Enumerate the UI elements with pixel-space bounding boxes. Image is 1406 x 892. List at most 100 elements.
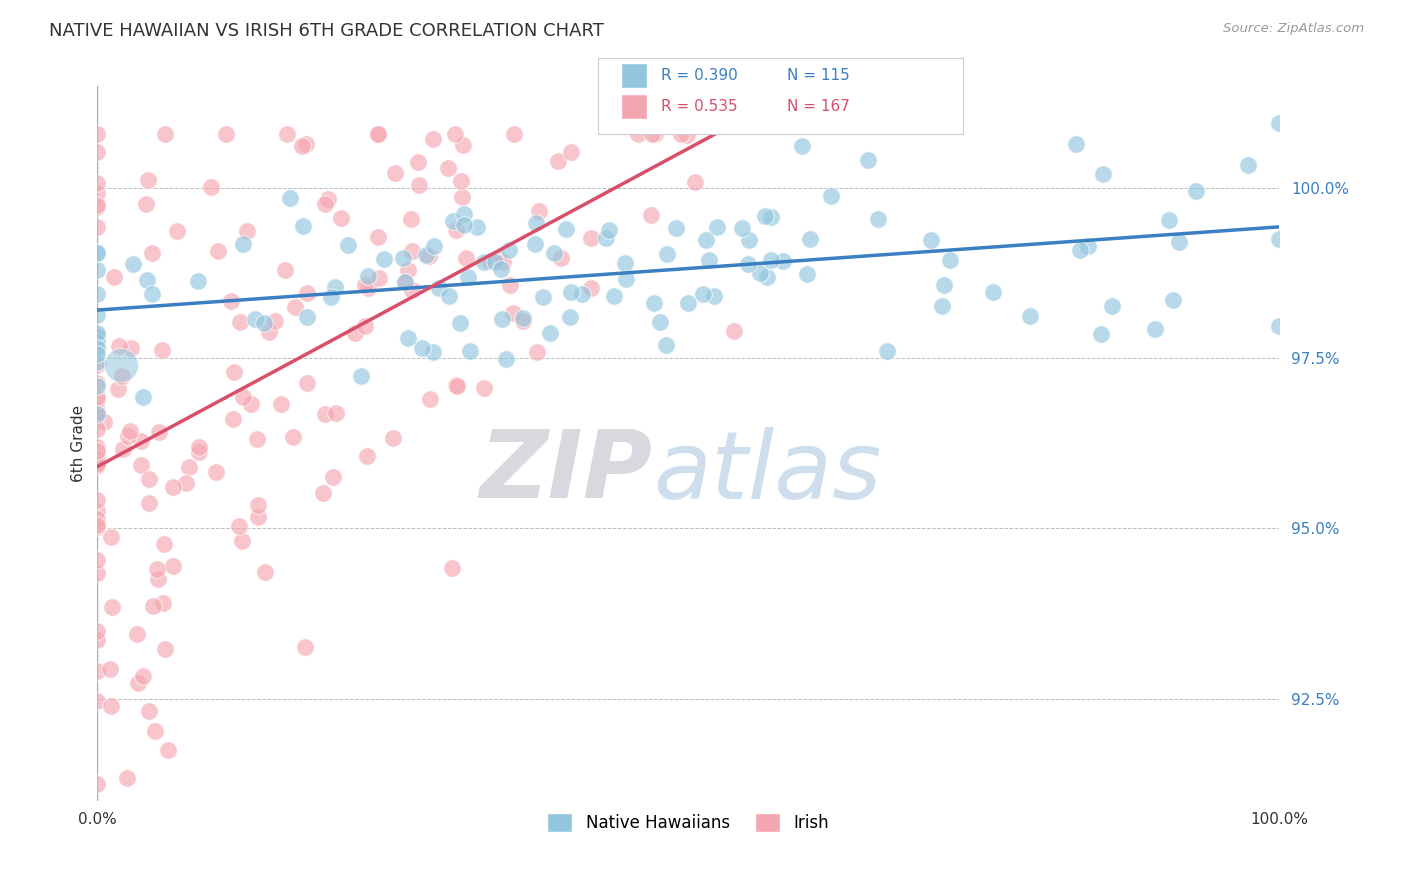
Irish: [224, 365, 246, 379]
Native Hawaiians: [135, 273, 157, 287]
Native Hawaiians: [453, 207, 475, 221]
Irish: [368, 271, 391, 285]
Irish: [231, 534, 253, 549]
Irish: [131, 458, 153, 472]
Irish: [129, 434, 152, 448]
Native Hawaiians: [1091, 167, 1114, 181]
Irish: [86, 443, 108, 458]
Native Hawaiians: [558, 310, 581, 324]
Irish: [153, 127, 176, 141]
Native Hawaiians: [876, 344, 898, 359]
Irish: [246, 510, 269, 524]
Irish: [311, 486, 333, 500]
Native Hawaiians: [86, 246, 108, 260]
Irish: [86, 340, 108, 354]
Native Hawaiians: [86, 263, 108, 277]
Native Hawaiians: [1064, 136, 1087, 151]
Native Hawaiians: [772, 253, 794, 268]
Irish: [111, 442, 134, 456]
Native Hawaiians: [920, 233, 942, 247]
Irish: [316, 192, 339, 206]
Native Hawaiians: [349, 368, 371, 383]
Irish: [384, 166, 406, 180]
Irish: [86, 504, 108, 518]
Native Hawaiians: [86, 330, 108, 344]
Irish: [276, 127, 298, 141]
Irish: [86, 451, 108, 466]
Irish: [283, 430, 305, 444]
Irish: [441, 561, 464, 575]
Irish: [401, 283, 423, 297]
Irish: [491, 254, 513, 268]
Irish: [367, 127, 389, 141]
Irish: [200, 179, 222, 194]
Irish: [502, 127, 524, 141]
Irish: [683, 175, 706, 189]
Native Hawaiians: [243, 311, 266, 326]
Irish: [446, 379, 468, 393]
Irish: [86, 197, 108, 211]
Native Hawaiians: [571, 286, 593, 301]
Irish: [93, 416, 115, 430]
Legend: Native Hawaiians, Irish: Native Hawaiians, Irish: [541, 806, 835, 838]
Irish: [641, 127, 664, 141]
Irish: [120, 424, 142, 438]
Irish: [444, 223, 467, 237]
Irish: [274, 263, 297, 277]
Native Hawaiians: [598, 223, 620, 237]
Native Hawaiians: [554, 221, 576, 235]
Native Hawaiians: [796, 268, 818, 282]
Irish: [86, 566, 108, 581]
Native Hawaiians: [437, 289, 460, 303]
Irish: [343, 326, 366, 340]
Irish: [325, 406, 347, 420]
Native Hawaiians: [394, 275, 416, 289]
Irish: [86, 403, 108, 417]
Native Hawaiians: [132, 390, 155, 404]
Native Hawaiians: [759, 253, 782, 268]
Irish: [108, 339, 131, 353]
Irish: [354, 277, 377, 292]
Native Hawaiians: [731, 221, 754, 235]
Native Hawaiians: [86, 407, 108, 421]
Irish: [669, 127, 692, 141]
Native Hawaiians: [232, 237, 254, 252]
Irish: [135, 197, 157, 211]
Irish: [644, 127, 666, 141]
Irish: [86, 665, 108, 679]
Native Hawaiians: [654, 337, 676, 351]
Text: NATIVE HAWAIIAN VS IRISH 6TH GRADE CORRELATION CHART: NATIVE HAWAIIAN VS IRISH 6TH GRADE CORRE…: [49, 22, 605, 40]
Irish: [148, 425, 170, 439]
Text: R = 0.390: R = 0.390: [661, 68, 738, 83]
Irish: [246, 432, 269, 446]
Native Hawaiians: [648, 315, 671, 329]
Native Hawaiians: [457, 270, 479, 285]
Irish: [382, 432, 405, 446]
Text: N = 115: N = 115: [787, 68, 851, 83]
Irish: [146, 573, 169, 587]
Native Hawaiians: [981, 285, 1004, 300]
Native Hawaiians: [449, 316, 471, 330]
Native Hawaiians: [498, 243, 520, 257]
Text: R = 0.535: R = 0.535: [661, 99, 737, 114]
Native Hawaiians: [252, 316, 274, 330]
Irish: [219, 294, 242, 309]
Irish: [422, 132, 444, 146]
Native Hawaiians: [411, 341, 433, 355]
Irish: [138, 472, 160, 486]
Native Hawaiians: [595, 231, 617, 245]
Native Hawaiians: [790, 138, 813, 153]
Native Hawaiians: [748, 266, 770, 280]
Irish: [499, 277, 522, 292]
Irish: [295, 136, 318, 151]
Native Hawaiians: [820, 189, 842, 203]
Irish: [120, 341, 142, 355]
Native Hawaiians: [373, 252, 395, 266]
Irish: [232, 390, 254, 404]
Irish: [138, 496, 160, 510]
Native Hawaiians: [415, 248, 437, 262]
Irish: [152, 596, 174, 610]
Irish: [86, 458, 108, 473]
Irish: [86, 200, 108, 214]
Irish: [86, 405, 108, 419]
